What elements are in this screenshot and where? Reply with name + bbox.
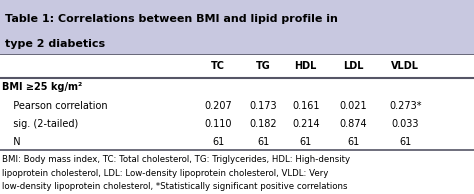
Text: 61: 61 bbox=[347, 137, 359, 147]
Text: VLDL: VLDL bbox=[391, 61, 419, 71]
Text: TG: TG bbox=[255, 61, 271, 71]
Text: N: N bbox=[7, 137, 21, 147]
Text: BMI: Body mass index, TC: Total cholesterol, TG: Triglycerides, HDL: High-densit: BMI: Body mass index, TC: Total choleste… bbox=[2, 155, 350, 164]
Text: 61: 61 bbox=[399, 137, 411, 147]
Text: 0.021: 0.021 bbox=[339, 101, 367, 111]
Text: 0.110: 0.110 bbox=[204, 119, 232, 129]
Text: Pearson correlation: Pearson correlation bbox=[7, 101, 108, 111]
Text: low-density lipoprotein cholesterol, *Statistically significant positive correla: low-density lipoprotein cholesterol, *St… bbox=[2, 182, 348, 191]
Text: LDL: LDL bbox=[343, 61, 364, 71]
Text: HDL: HDL bbox=[294, 61, 317, 71]
Text: lipoprotein cholesterol, LDL: Low-density lipoprotein cholesterol, VLDL: Very: lipoprotein cholesterol, LDL: Low-densit… bbox=[2, 169, 329, 178]
Text: 0.214: 0.214 bbox=[292, 119, 319, 129]
Text: 0.033: 0.033 bbox=[392, 119, 419, 129]
Text: TC: TC bbox=[211, 61, 225, 71]
Bar bbox=[0, 0, 474, 54]
Text: 0.874: 0.874 bbox=[339, 119, 367, 129]
Text: 0.207: 0.207 bbox=[204, 101, 232, 111]
Text: sig. (2-tailed): sig. (2-tailed) bbox=[7, 119, 78, 129]
Text: 0.173: 0.173 bbox=[249, 101, 277, 111]
Text: 61: 61 bbox=[257, 137, 269, 147]
Text: 61: 61 bbox=[300, 137, 312, 147]
Text: 0.161: 0.161 bbox=[292, 101, 319, 111]
Text: 0.182: 0.182 bbox=[249, 119, 277, 129]
Text: Table 1: Correlations between BMI and lipid profile in: Table 1: Correlations between BMI and li… bbox=[5, 14, 337, 24]
Text: type 2 diabetics: type 2 diabetics bbox=[5, 39, 105, 49]
Text: BMI ≥25 kg/m²: BMI ≥25 kg/m² bbox=[2, 82, 82, 92]
Text: 61: 61 bbox=[212, 137, 224, 147]
Text: 0.273*: 0.273* bbox=[389, 101, 421, 111]
